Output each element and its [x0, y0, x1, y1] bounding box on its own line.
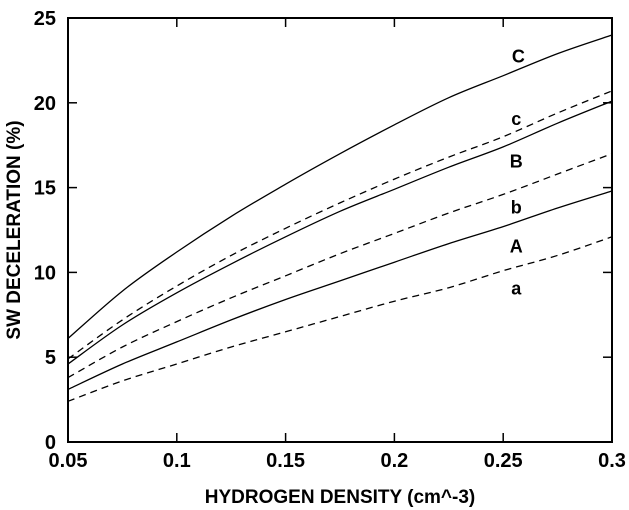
curve-label-C: C: [512, 46, 525, 66]
x-tick-label: 0.2: [380, 450, 408, 472]
series-line-a: [67, 236, 613, 402]
y-tick-label: 5: [45, 347, 56, 369]
x-axis-title: HYDROGEN DENSITY (cm^-3): [205, 487, 475, 508]
axis-ticks: [67, 17, 613, 443]
x-tick-label: 0.1: [163, 450, 191, 472]
series-line-A: [67, 190, 613, 390]
y-tick-label: 20: [34, 93, 56, 115]
x-tick-label: 0.3: [598, 450, 626, 472]
plot-frame: [67, 17, 613, 443]
y-axis-title: SW DECELERATION (%): [4, 120, 25, 339]
curve-label-A: A: [510, 236, 523, 256]
y-tick-label: 25: [34, 8, 56, 30]
series-line-b: [67, 153, 613, 379]
series-line-c: [67, 90, 613, 360]
x-tick-label: 0.25: [484, 450, 523, 472]
curve-label-c: c: [511, 109, 521, 129]
tick-labels: 0.05 0.1 0.15 0.2 0.25 0.3 0 5 10 15 20 25: [34, 8, 626, 472]
x-tick-label: 0.05: [49, 450, 88, 472]
y-tick-label: 15: [34, 178, 56, 200]
y-tick-label: 10: [34, 262, 56, 284]
curve-label-B: B: [510, 151, 523, 171]
curve-label-b: b: [511, 197, 522, 217]
series-line-C: [67, 34, 613, 339]
y-tick-label: 0: [45, 432, 56, 454]
curve-label-a: a: [511, 279, 522, 299]
series-line-B: [67, 100, 613, 365]
series-lines: [67, 34, 613, 402]
x-tick-label: 0.15: [266, 450, 305, 472]
